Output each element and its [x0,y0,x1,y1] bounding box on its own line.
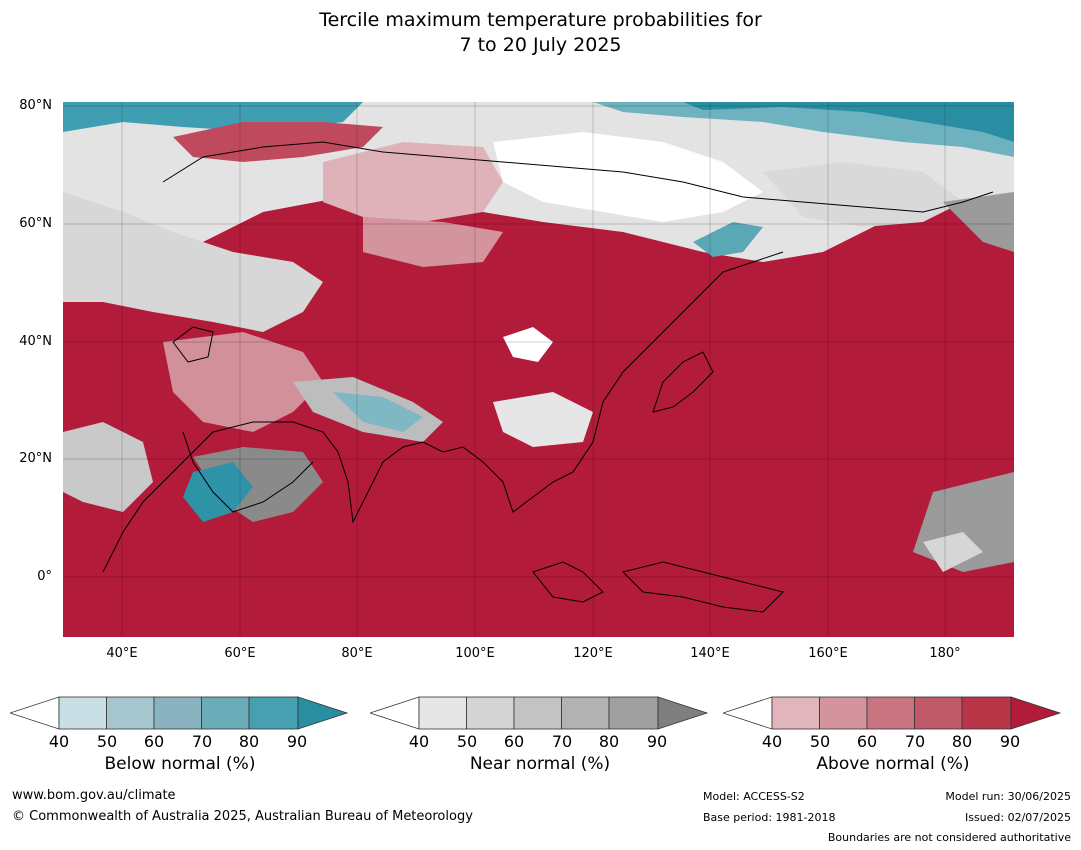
base-period-text: Base period: 1981-2018 [703,811,836,824]
lat-label-40n: 40°N [19,334,52,349]
lon-label-40e: 40°E [106,646,138,661]
colorbar-near-normal-swatches [368,696,709,730]
colorbar-label: Below normal (%) [104,754,256,774]
colorbar-above-normal: 40 50 60 70 80 90 Above normal (%) [721,696,1063,774]
colorbar-label: Above normal (%) [816,754,970,774]
copyright-text: © Commonwealth of Australia 2025, Austra… [12,809,473,824]
lon-label-140e: 140°E [690,646,730,661]
model-run-text: Model run: 30/06/2025 [945,790,1071,803]
mongolia-white-patch [503,327,553,362]
central-asia-light-above [163,332,323,432]
lat-label-0: 0° [37,569,52,584]
disclaimer-text: Boundaries are not considered authoritat… [827,831,1071,844]
model-text: Model: ACCESS-S2 [703,790,805,803]
lat-label-20n: 20°N [19,451,52,466]
tick-label: 60 [856,732,878,751]
tick-label: 80 [238,732,260,751]
lon-label-80e: 80°E [341,646,373,661]
lat-label-60n: 60°N [19,216,52,231]
tick-label: 80 [598,732,620,751]
tick-label: 90 [999,732,1021,751]
lon-label-100e: 100°E [455,646,495,661]
arabian-sea-below-normal [183,462,253,522]
arctic-above-patch [173,122,383,162]
lon-label-120e: 120°E [573,646,613,661]
title-line-1: Tercile maximum temperature probabilitie… [319,9,762,31]
colorbar-below-normal: 40 50 60 70 80 90 Below normal (%) [8,696,350,774]
colorbar-near-normal: 40 50 60 70 80 90 Near normal (%) [368,696,710,774]
lon-label-60e: 60°E [224,646,256,661]
probability-map [63,102,1014,637]
tick-label: 40 [408,732,430,751]
colorbar-label: Near normal (%) [469,754,611,774]
tick-label: 50 [809,732,831,751]
tick-label: 70 [551,732,573,751]
lat-label-80n: 80°N [19,98,52,113]
graticule [63,102,1014,637]
tibet-below-normal [333,392,423,432]
tick-label: 50 [456,732,478,751]
colorbar-above-normal-swatches [721,696,1062,730]
northwest-near-normal-region [63,192,323,332]
tick-label: 60 [143,732,165,751]
website-link[interactable]: www.bom.gov.au/climate [12,788,176,803]
kamchatka-near-normal [943,192,1014,252]
issued-text: Issued: 02/07/2025 [964,811,1071,824]
tick-label: 90 [646,732,668,751]
siberia-light-above-2 [363,217,503,267]
tick-label: 90 [286,732,308,751]
map-title: Tercile maximum temperature probabilitie… [0,8,1081,58]
tick-label: 60 [503,732,525,751]
tick-label: 50 [96,732,118,751]
colorbar-below-normal-swatches [8,696,349,730]
tick-label: 70 [191,732,213,751]
tick-label: 80 [951,732,973,751]
arabia-near-normal [63,422,153,512]
map-shading [63,102,1014,637]
tick-label: 40 [761,732,783,751]
tick-label: 40 [48,732,70,751]
lon-label-160e: 160°E [808,646,848,661]
siberia-white-region [493,132,763,222]
okhotsk-below-normal [693,222,763,257]
title-line-2: 7 to 20 July 2025 [459,34,622,56]
siberia-light-above [323,142,503,222]
coastlines [102,141,994,613]
lon-label-180: 180° [929,646,961,661]
tick-label: 70 [904,732,926,751]
pacific-light-patch [923,532,983,572]
arctic-below-normal-3 [683,102,1014,142]
south-china-near-normal [493,392,593,447]
